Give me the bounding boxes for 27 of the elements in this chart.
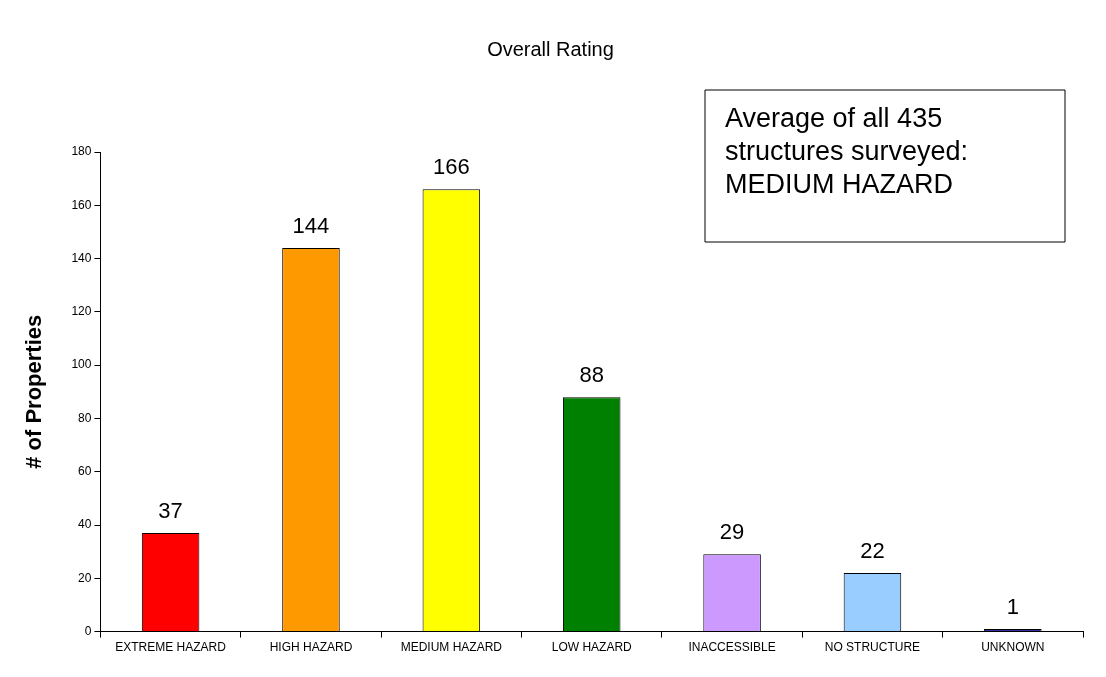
x-tick-label: EXTREME HAZARD — [115, 640, 227, 655]
y-tick-label: 100 — [71, 357, 92, 372]
data-label: 1 — [1006, 594, 1019, 619]
x-tick-label: UNKNOWN — [981, 640, 1045, 655]
y-tick-label: 180 — [71, 144, 92, 159]
y-tick-label: 140 — [71, 250, 92, 265]
x-tick-label: INACCESSIBLE — [688, 640, 776, 655]
x-tick-label: NO STRUCTURE — [824, 640, 921, 655]
annotation: Average of all 435 structures surveyed: MEDIUM HAZARD — [725, 102, 969, 199]
data-label: 166 — [432, 154, 470, 180]
chart-title: Overall Rating — [487, 37, 614, 60]
data-label: 22 — [860, 538, 885, 564]
data-label: 144 — [292, 212, 330, 238]
data-label: 29 — [719, 519, 745, 545]
y-tick-label: 0 — [84, 623, 92, 638]
y-tick-label: 120 — [71, 304, 92, 319]
x-tick-label: HIGH HAZARD — [269, 640, 353, 655]
y-tick-label: 40 — [78, 517, 92, 532]
y-axis-title: # of Properties — [21, 314, 47, 469]
data-label: 37 — [158, 498, 183, 524]
y-tick-label: 20 — [78, 570, 92, 585]
y-tick-label: 60 — [78, 464, 92, 479]
data-label: 88 — [579, 362, 604, 388]
y-tick-label: 160 — [71, 197, 92, 212]
x-tick-label: LOW HAZARD — [551, 640, 633, 655]
x-tick-label: MEDIUM HAZARD — [400, 640, 503, 655]
y-tick-label: 80 — [78, 410, 92, 425]
